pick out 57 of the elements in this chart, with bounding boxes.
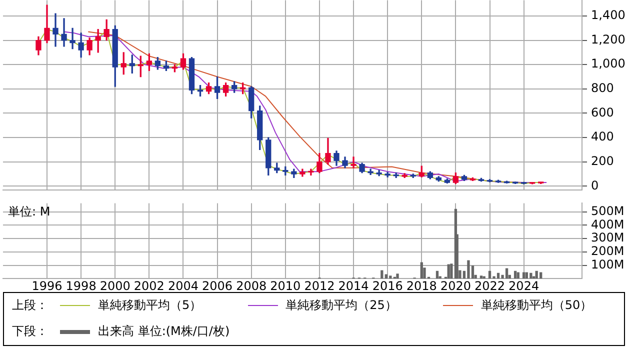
bar — [535, 270, 538, 279]
bar — [447, 264, 450, 279]
legend-title: 上段： — [12, 297, 48, 314]
legend-label: 単純移動平均（5） — [98, 297, 202, 314]
x-tick-label: 2008 — [236, 278, 267, 293]
bar — [516, 272, 520, 279]
y-tick-label: 200 — [591, 154, 614, 168]
bar — [467, 260, 470, 279]
candlestick — [52, 13, 58, 47]
x-tick-label: 1996 — [32, 278, 62, 293]
bar — [436, 270, 439, 279]
x-tick-label: 2014 — [338, 278, 369, 293]
bar — [380, 270, 384, 279]
bar — [496, 272, 500, 279]
y-tick-label: 300M — [591, 230, 624, 245]
legend-title: 下段： — [12, 323, 48, 340]
x-tick-label: 2002 — [134, 278, 164, 293]
y-tick-label: 1,400 — [591, 8, 626, 22]
x-tick-label: 2020 — [440, 278, 471, 293]
x-tick-label: 1998 — [66, 278, 96, 293]
y-tick-label: 800 — [591, 81, 614, 96]
x-tick-label: 2006 — [202, 278, 233, 293]
bar — [480, 276, 483, 279]
y-tick-label: 100M — [591, 257, 624, 272]
bar — [420, 262, 423, 279]
y-tick-label: 500M — [591, 204, 624, 218]
x-tick-label: 2012 — [304, 278, 335, 293]
y-tick-label: 1,000 — [591, 56, 626, 71]
y-tick-label: 0 — [591, 178, 599, 192]
legend-label: 単純移動平均（25） — [286, 297, 397, 314]
bar — [530, 272, 532, 279]
bar — [540, 272, 542, 279]
y-tick-label: 400M — [591, 217, 624, 232]
legend-label: 単純移動平均（50） — [480, 297, 592, 314]
y-tick-label: 200M — [591, 244, 624, 258]
y-tick-label: 400 — [591, 130, 614, 144]
x-tick-label: 2000 — [100, 278, 130, 293]
x-tick-label: 2010 — [270, 278, 301, 293]
bar — [505, 268, 508, 279]
x-tick-label: 2022 — [474, 278, 506, 293]
candlestick — [70, 28, 76, 50]
x-tick-label: 2004 — [168, 278, 198, 293]
legend-label: 出来高 単位:(M株/口/枚) — [98, 323, 230, 340]
bar — [389, 276, 392, 279]
bar — [396, 274, 399, 279]
bar — [525, 272, 528, 279]
candlestick — [61, 18, 67, 47]
x-tick-label: 2016 — [372, 278, 403, 293]
x-tick-label: 2024 — [508, 278, 540, 293]
bar — [514, 270, 517, 279]
bar — [488, 270, 492, 279]
x-tick-label: 2018 — [406, 278, 437, 293]
y-tick-label: 1,200 — [591, 32, 626, 46]
bar — [522, 272, 526, 279]
candlestick — [350, 156, 356, 168]
y-tick-label: 600 — [591, 105, 614, 120]
annotation: 単位: M — [8, 204, 50, 218]
